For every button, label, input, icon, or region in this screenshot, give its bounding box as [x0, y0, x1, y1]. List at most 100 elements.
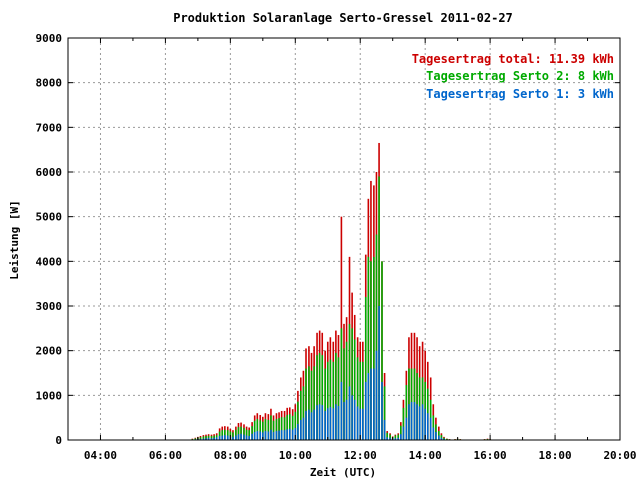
bar-serto2: [232, 432, 234, 440]
bar-serto2: [351, 328, 353, 440]
bar-serto2: [256, 419, 259, 440]
bar-serto2: [313, 366, 315, 440]
y-axis-tick-labels: 0 1000 2000 3000 4000 5000 6000 7000 8000 9000: [36, 32, 63, 447]
bar-serto2: [210, 435, 213, 440]
bar-serto1: [383, 419, 386, 440]
bar-serto1: [405, 417, 408, 440]
bar-serto1: [318, 404, 321, 440]
bar-serto1: [429, 417, 432, 440]
bar-serto1: [410, 402, 413, 440]
bar-serto1: [272, 431, 275, 440]
bar-serto2: [259, 420, 262, 440]
bar-serto2: [278, 418, 280, 440]
bar-serto2: [316, 355, 318, 440]
bar-serto1: [310, 412, 313, 440]
bar-serto2: [264, 419, 267, 440]
y-tick-label: 6000: [36, 166, 63, 179]
y-tick-label: 8000: [36, 77, 63, 90]
plot-frame: [67, 37, 621, 441]
bar-serto1: [267, 431, 270, 440]
bar-serto1: [224, 435, 226, 440]
bar-serto1: [370, 368, 372, 440]
bar-serto1: [400, 434, 402, 440]
bar-serto2: [381, 261, 383, 440]
bar-serto1: [375, 350, 378, 440]
y-tick-label: 9000: [36, 32, 63, 45]
bar-serto1: [237, 434, 240, 440]
bar-serto1: [275, 431, 278, 440]
x-tick-label: 10:00: [279, 449, 312, 462]
bar-serto2: [202, 436, 205, 440]
bar-serto2: [440, 435, 443, 440]
y-tick-label: 2000: [36, 345, 63, 358]
bar-serto1: [426, 413, 429, 440]
legend-entry-serto2: Tagesertrag Serto 2: 8 kWh: [426, 69, 614, 83]
x-tick-label: 06:00: [149, 449, 182, 462]
bar-serto2: [294, 411, 297, 440]
legend: Tagesertrag total: 11.39 kWh Tagesertrag…: [412, 52, 614, 101]
bar-serto1: [324, 410, 326, 440]
bar-serto2: [245, 429, 248, 440]
bar-serto1: [435, 431, 437, 440]
bar-serto2: [199, 437, 202, 440]
bar-serto1: [259, 431, 262, 440]
y-tick-label: 0: [55, 434, 62, 447]
bar-serto2: [375, 234, 378, 440]
bar-series: [191, 142, 494, 440]
bar-serto2: [224, 429, 226, 440]
bar-serto2: [386, 432, 388, 440]
x-axis-title: Zeit (UTC): [310, 466, 376, 479]
bar-serto1: [440, 437, 443, 440]
bar-serto1: [253, 431, 256, 440]
bar-serto2: [251, 426, 253, 440]
bar-serto2: [400, 425, 402, 440]
bar-serto2: [356, 357, 359, 440]
bar-serto1: [270, 429, 272, 440]
bar-serto2: [324, 368, 326, 440]
bar-serto1: [256, 431, 259, 440]
bar-serto1: [345, 399, 348, 440]
bar-serto2: [370, 261, 372, 440]
bar-serto1: [278, 430, 280, 440]
bar-serto2: [397, 434, 400, 440]
bar-serto2: [237, 427, 240, 440]
bar-serto1: [394, 438, 397, 440]
bar-serto1: [248, 435, 250, 440]
bar-serto1: [291, 429, 294, 440]
bar-serto1: [251, 433, 253, 440]
bar-serto2: [253, 420, 256, 440]
bar-serto2: [272, 420, 275, 440]
y-tick-label: 7000: [36, 121, 63, 134]
chart-title: Produktion Solaranlage Serto-Gressel 201…: [173, 11, 513, 25]
bar-serto1: [321, 405, 324, 440]
bar-serto2: [343, 348, 345, 440]
bar-serto2: [262, 421, 264, 440]
bar-serto1: [221, 435, 224, 440]
bar-serto1: [280, 430, 283, 440]
bar-serto2: [383, 386, 386, 440]
bar-serto1: [205, 438, 207, 440]
bar-serto2: [321, 355, 324, 440]
bar-serto2: [337, 357, 340, 440]
bar-serto2: [205, 435, 207, 440]
bar-serto2: [329, 359, 332, 440]
bar-serto1: [243, 434, 245, 440]
bar-serto2: [389, 434, 391, 440]
x-tick-label: 12:00: [344, 449, 377, 462]
bar-serto1: [418, 406, 421, 440]
bar-serto2: [226, 430, 229, 440]
bar-serto1: [213, 437, 215, 440]
bar-serto1: [199, 438, 202, 440]
bar-serto1: [381, 381, 383, 440]
bar-serto1: [294, 427, 297, 440]
bar-serto2: [305, 368, 307, 440]
bar-serto2: [394, 435, 397, 440]
bar-serto1: [302, 417, 305, 440]
bar-serto2: [348, 323, 351, 440]
bar-serto2: [318, 352, 321, 440]
axis-ticks: [67, 37, 621, 441]
legend-entry-total: Tagesertrag total: 11.39 kWh: [412, 52, 614, 66]
x-tick-label: 20:00: [603, 449, 636, 462]
bar-serto1: [210, 438, 213, 440]
